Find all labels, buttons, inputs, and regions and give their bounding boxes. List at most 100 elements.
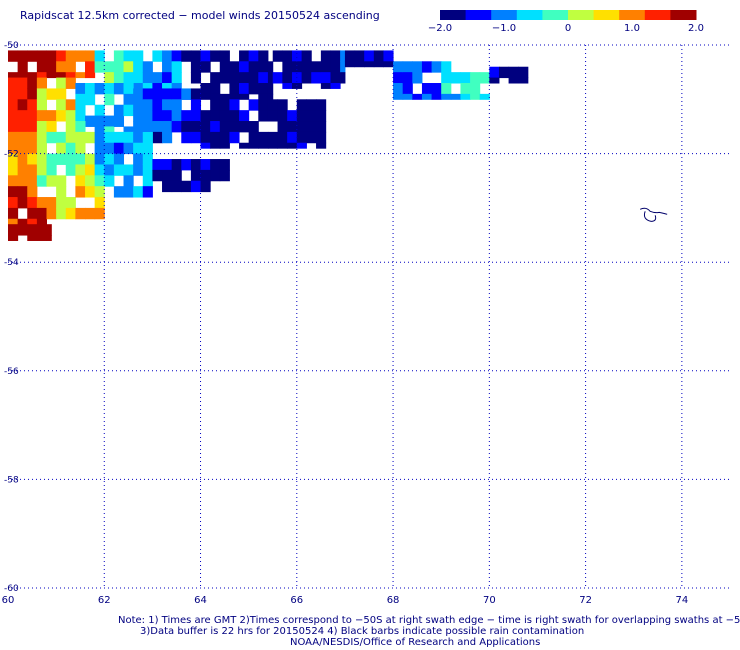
data-cell-region-18 (190, 159, 202, 171)
data-cell-region-7 (402, 72, 413, 84)
data-cell-region-18 (162, 159, 173, 171)
data-cell-region-4 (210, 93, 221, 100)
data-cell-region-14 (316, 99, 327, 111)
colorbar-segment (619, 10, 646, 20)
data-cell-region-14 (210, 131, 221, 144)
data-cell-region-1 (75, 50, 86, 62)
data-cell-region-7 (431, 61, 442, 73)
data-cell-region-1 (56, 50, 67, 62)
data-cell-region-17 (133, 142, 144, 155)
data-cell-region-14 (296, 121, 307, 133)
data-cell-region-16 (46, 131, 57, 144)
data-cell-region-17 (142, 175, 153, 187)
data-cell-region-11 (65, 77, 76, 89)
data-cell-region-18 (171, 180, 182, 193)
data-cell-region-14 (200, 142, 211, 149)
data-cell-region-16 (46, 153, 57, 165)
data-cell-region-8 (460, 83, 471, 95)
x-tick-label: 70 (483, 595, 496, 606)
data-cell-region-20 (75, 207, 86, 220)
data-cell-region-7 (421, 93, 433, 100)
data-cell-region-5 (311, 72, 322, 84)
footnote-line-2: 3)Data buffer is 22 hrs for 20150524 4) … (140, 626, 585, 637)
colorbar-segment (670, 10, 697, 20)
data-cell-region-14 (296, 99, 307, 111)
data-cell-region-7 (393, 93, 404, 100)
data-cell-region-5 (291, 61, 303, 73)
data-cell-region-20 (65, 197, 76, 209)
data-cell-region-15 (8, 142, 19, 155)
data-cell-region-13 (162, 131, 173, 144)
data-cell-region-13 (142, 88, 153, 100)
data-cell-region-4 (219, 50, 230, 62)
data-cell-region-14 (277, 121, 288, 133)
data-cell-region-14 (229, 121, 240, 133)
colorbar-tick-label: 0 (565, 23, 571, 34)
data-cell-region-12 (123, 93, 134, 106)
data-cell-region-13 (133, 110, 144, 122)
tick-labels: 60 62 64 66 68 70 72 74 -50 -52 -54 -56 -58 -60 (2, 41, 689, 606)
data-cell-region-4 (200, 61, 211, 73)
data-cell-region-8 (450, 93, 461, 100)
data-cell-region-14 (248, 121, 259, 133)
data-cell-region-4 (200, 83, 211, 95)
data-cell-region-14 (287, 131, 298, 144)
data-cell-region-18 (162, 169, 173, 182)
data-cell-region-14 (287, 121, 298, 133)
data-cell-region-17 (133, 131, 144, 144)
data-cell-region-14 (267, 110, 279, 122)
data-cell-region-4 (267, 83, 274, 95)
data-cell-region-16 (56, 175, 67, 187)
data-cell-region-11 (56, 88, 67, 100)
data-cell-region-16 (36, 153, 48, 165)
data-cell-region-0 (8, 72, 19, 79)
data-cell-region-13 (181, 131, 192, 144)
data-cell-region-18 (152, 169, 163, 182)
data-cell-region-6 (383, 61, 394, 68)
data-cell-region-14 (306, 99, 317, 111)
data-cell-region-12 (104, 126, 115, 133)
data-cell-region-17 (113, 131, 125, 144)
data-cell-region-17 (133, 153, 144, 165)
data-cell-region-6 (373, 50, 384, 62)
data-cell-region-14 (267, 142, 279, 149)
data-cell-region-5 (301, 61, 312, 73)
data-cell-region-10 (27, 99, 38, 111)
data-cell-region-13 (181, 121, 192, 133)
y-tick-label: -52 (4, 150, 19, 160)
data-cell-region-4 (239, 83, 250, 95)
data-cell-region-8 (479, 72, 490, 84)
data-cell-region-9 (508, 77, 519, 84)
data-cell-region-4 (190, 50, 202, 62)
data-cell-region-13 (171, 88, 182, 100)
data-cell-region-15 (27, 131, 38, 144)
data-cell-region-17 (113, 153, 125, 165)
data-cell-region-14 (316, 131, 327, 144)
data-cell-region-14 (316, 142, 327, 149)
data-cell-region-10 (17, 121, 28, 133)
data-cell-region-16 (36, 142, 48, 155)
data-cell-region-19 (36, 207, 48, 220)
data-cell-region-21 (36, 224, 48, 236)
data-cell-region-8 (441, 83, 452, 95)
data-cell-region-11 (56, 110, 67, 122)
data-cell-region-5 (282, 50, 293, 62)
data-cell-region-17 (94, 175, 105, 187)
data-cell-region-18 (219, 169, 230, 182)
data-cell-region-16 (36, 121, 48, 133)
data-cell-region-12 (104, 83, 115, 95)
footnote-line-3: NOAA/NESDIS/Office of Research and Appli… (290, 637, 541, 648)
colorbar-segment (465, 10, 492, 20)
data-cell-region-4 (248, 83, 259, 95)
data-cell-region-17 (133, 186, 144, 198)
data-cell-region-15 (17, 153, 28, 165)
data-cell-region-16 (65, 121, 76, 133)
data-cell-region-13 (190, 121, 202, 133)
data-cell-region-6 (373, 61, 384, 68)
data-cell-region-20 (56, 207, 67, 220)
data-cell-region-14 (200, 110, 211, 122)
data-cell-region-13 (162, 88, 173, 100)
data-cell-region-12 (113, 115, 125, 127)
colorbar (440, 10, 697, 20)
data-cell-region-21 (8, 235, 19, 241)
